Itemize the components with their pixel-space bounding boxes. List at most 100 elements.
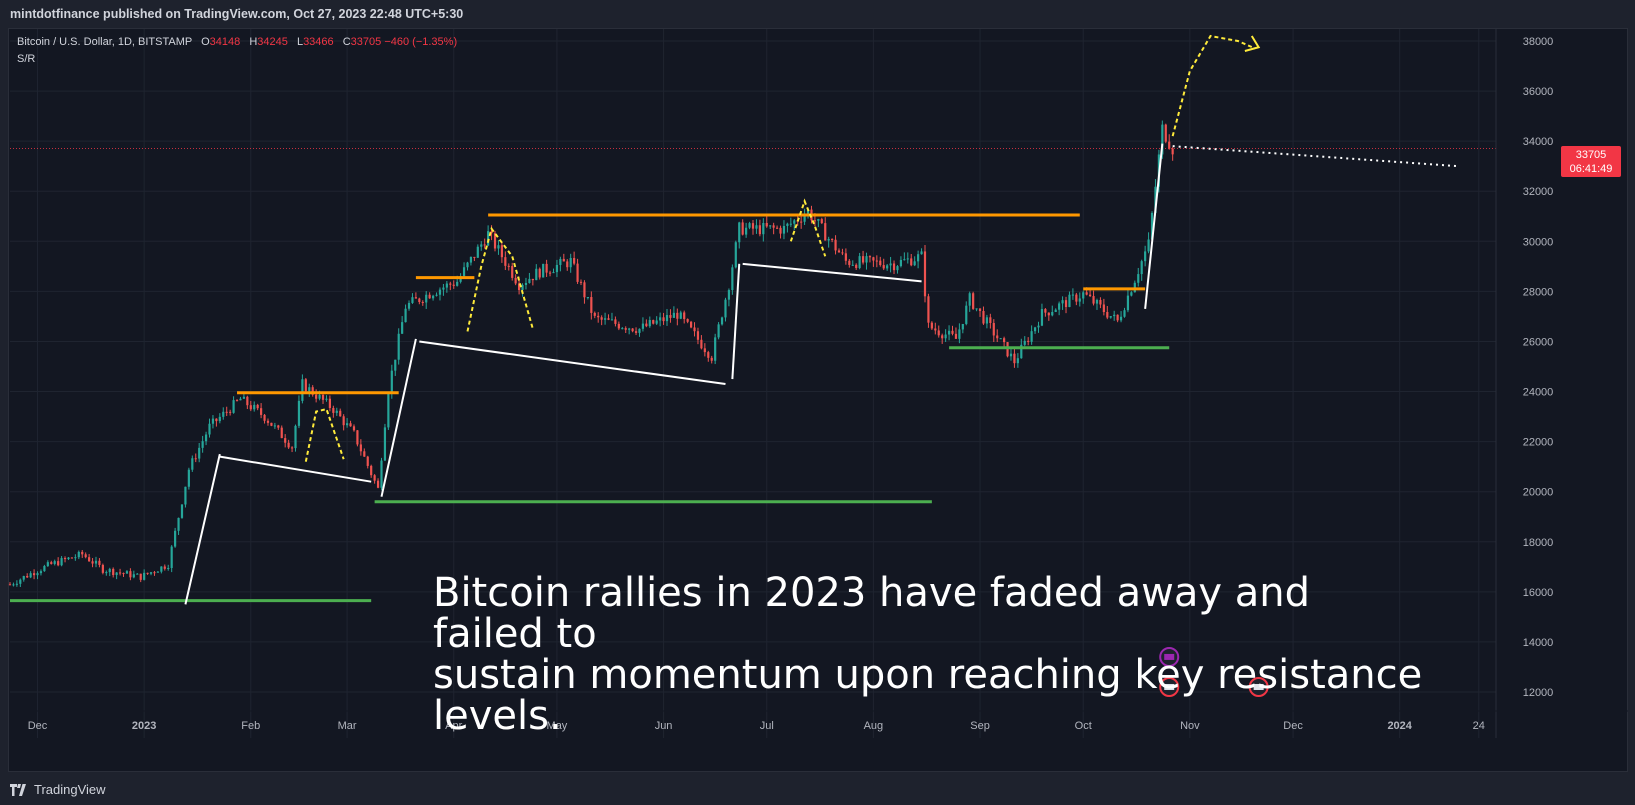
candle-body	[731, 267, 734, 291]
candle-body	[328, 398, 332, 408]
y-tick-label: 12000	[1523, 687, 1554, 699]
candle-body	[947, 330, 951, 335]
candle-body	[542, 263, 545, 278]
candle-body	[280, 427, 283, 439]
tradingview-logo[interactable]: TradingView	[10, 782, 106, 797]
candle-body	[641, 323, 645, 329]
candle-body	[982, 310, 985, 324]
candle-body	[418, 298, 421, 303]
candle-body	[803, 215, 806, 222]
candle-body	[442, 287, 445, 290]
candle-body	[504, 257, 507, 266]
candle-body	[927, 296, 930, 323]
candle-body	[383, 427, 387, 461]
candle-body	[342, 416, 345, 426]
candle-body	[12, 584, 15, 586]
candle-body	[786, 223, 789, 226]
candle-body	[996, 335, 999, 339]
candle-body	[456, 281, 459, 286]
time-axis: Dec 2023 Feb Mar Apr May Jun Jul Aug Sep Oct Nov Dec…	[10, 710, 1628, 732]
candle-body	[762, 223, 765, 235]
candle-body	[1092, 296, 1095, 304]
candle-body	[466, 262, 469, 268]
candle-body	[758, 225, 761, 235]
candle-body	[1064, 300, 1068, 308]
candle-body	[129, 571, 132, 578]
candle-body	[569, 258, 572, 268]
candle-body	[1047, 312, 1050, 316]
candle-body	[865, 256, 868, 263]
candle-body	[855, 264, 858, 268]
indicator-label[interactable]: S/R	[17, 53, 36, 65]
candle-body	[136, 573, 139, 575]
candle-body	[528, 278, 531, 283]
candle-body	[1044, 309, 1047, 313]
candle-body	[834, 239, 837, 251]
candle-body	[868, 256, 872, 258]
candle-body	[800, 221, 803, 223]
candle-body	[325, 398, 328, 400]
candle-body	[579, 281, 583, 283]
forecast-arc-jul	[789, 198, 827, 257]
candle-body	[1003, 338, 1006, 343]
candle-body	[978, 308, 982, 311]
x-tick-label: Jul	[760, 720, 774, 732]
candle-body	[387, 393, 390, 428]
candle-body	[827, 238, 830, 241]
candle-body	[315, 394, 318, 399]
candle-body	[607, 318, 610, 320]
open-key: O	[201, 36, 210, 48]
candle-body	[903, 259, 906, 261]
last-price-tag: 33705 06:41:49	[1561, 146, 1621, 177]
candle-body	[1020, 344, 1023, 359]
candle-body	[1126, 295, 1130, 311]
candle-body	[806, 209, 810, 216]
y-tick-label: 36000	[1523, 86, 1554, 98]
candle-body	[985, 317, 989, 324]
candle-body	[339, 410, 342, 417]
candle-body	[8, 584, 12, 586]
candle-body	[487, 231, 490, 246]
candle-body	[597, 315, 600, 318]
candle-body	[628, 328, 631, 330]
chart-panel[interactable]	[8, 28, 1628, 772]
x-tick-label: 2024	[1387, 720, 1412, 732]
candle-body	[535, 268, 538, 281]
candle-body	[603, 318, 607, 320]
candle-body	[239, 398, 242, 401]
candle-body	[421, 302, 424, 304]
trend-line	[1144, 143, 1164, 310]
candle-body	[22, 576, 25, 580]
footer-bar: TradingView	[0, 772, 1635, 805]
candle-body	[886, 265, 889, 269]
candle-body	[125, 571, 129, 574]
candle-body	[359, 444, 362, 452]
x-tick-label: Sep	[970, 720, 990, 732]
candle-body	[363, 451, 366, 457]
candle-body	[246, 396, 249, 406]
x-tick-label: Mar	[338, 720, 357, 732]
candle-body	[662, 317, 665, 322]
candle-body	[497, 245, 500, 249]
candle-body	[686, 319, 689, 322]
candle-body	[872, 257, 875, 261]
candle-body	[170, 546, 173, 569]
candle-body	[149, 572, 153, 574]
candle-body	[225, 411, 228, 413]
candle-body	[875, 260, 878, 262]
candle-body	[545, 263, 548, 273]
candle-body	[229, 411, 232, 413]
candle-body	[352, 426, 356, 431]
candle-body	[1119, 316, 1123, 321]
candle-body	[452, 284, 455, 286]
candle-body	[469, 256, 473, 263]
candle-body	[187, 469, 190, 487]
candle-body	[332, 407, 335, 413]
y-tick-label: 34000	[1523, 136, 1554, 148]
close-value: 33705	[350, 36, 382, 48]
candle-body	[215, 418, 218, 422]
candle-body	[36, 573, 39, 576]
candle-body	[321, 394, 325, 400]
candle-body	[600, 317, 603, 320]
